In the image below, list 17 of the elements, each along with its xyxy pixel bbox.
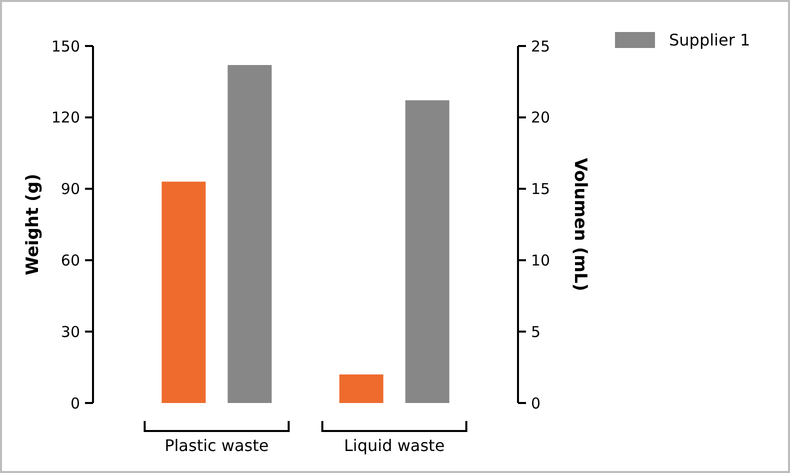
- y-tick-label: 60: [60, 251, 80, 270]
- x-tick-label: Liquid waste: [344, 436, 445, 455]
- y-tick-label: 0: [70, 394, 80, 412]
- y2-tick-label: 10: [531, 251, 550, 270]
- y-tick-label: 150: [51, 37, 80, 56]
- y-tick-label: 120: [51, 108, 80, 127]
- legend-label: Supplier 1: [669, 30, 750, 50]
- y-tick-label: 90: [60, 180, 80, 198]
- y2-tick-label: 15: [531, 180, 550, 198]
- y-tick-label: 30: [60, 322, 80, 341]
- y-axis-title: Weight (g): [23, 174, 43, 276]
- x-tick-label: Plastic waste: [164, 436, 269, 455]
- y2-tick-label: 0: [531, 394, 541, 412]
- y2-tick-label: 5: [531, 322, 541, 341]
- y2-tick-label: 20: [531, 108, 550, 127]
- y2-tick-label: 25: [531, 37, 550, 56]
- y2-axis-title: Volumen (mL): [570, 158, 590, 292]
